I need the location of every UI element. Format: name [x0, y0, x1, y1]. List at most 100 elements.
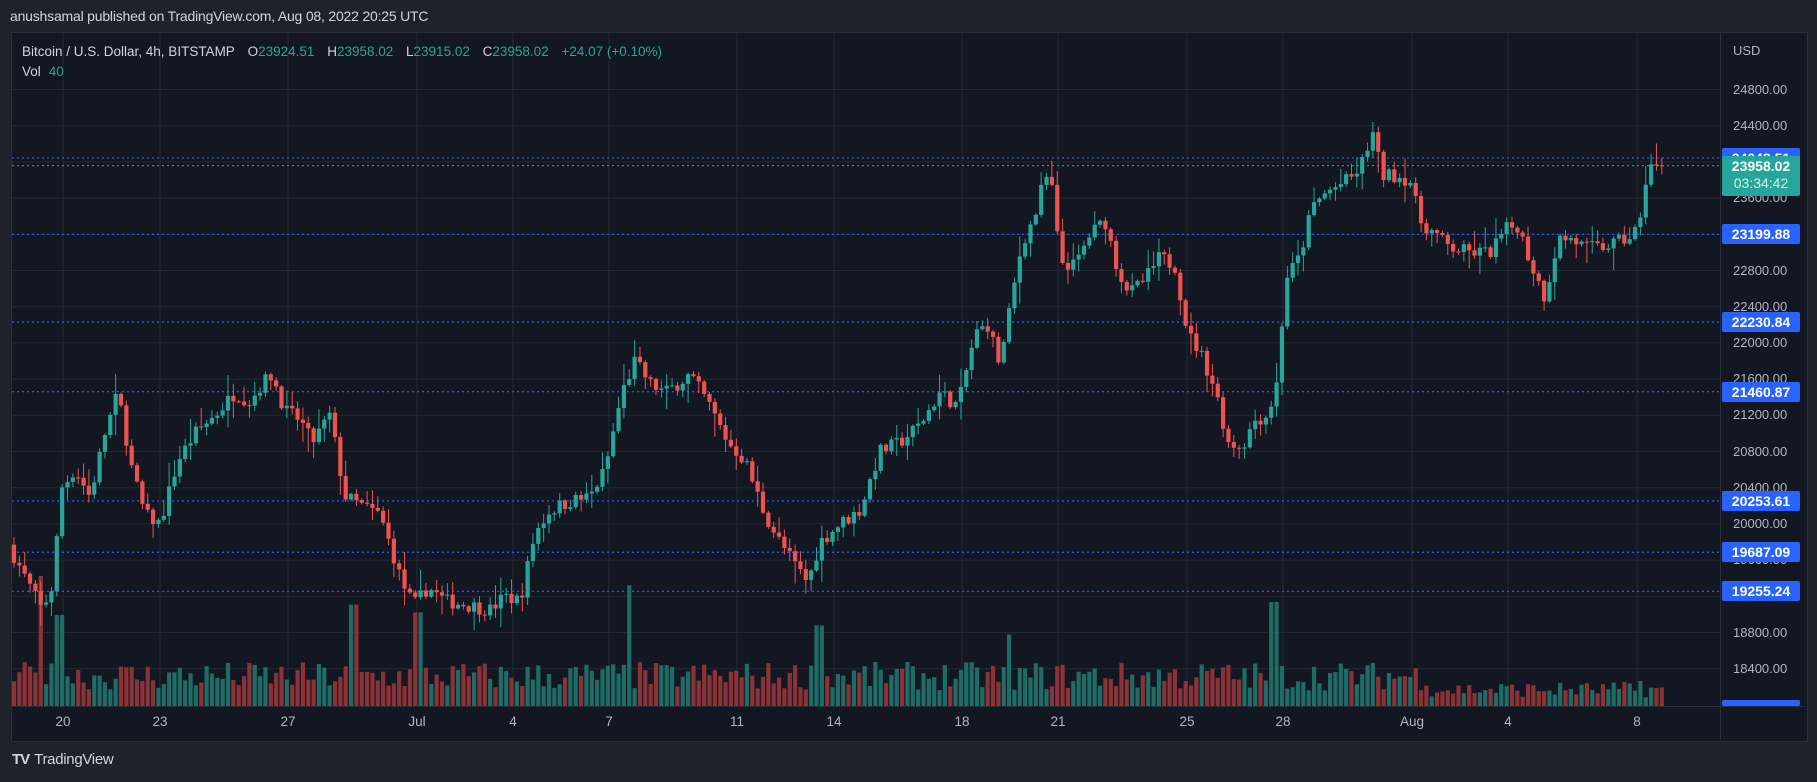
volume-bar [1108, 678, 1113, 706]
candle-body [905, 437, 910, 446]
volume-bar [397, 671, 402, 706]
volume-bar [300, 662, 305, 706]
volume-bar [391, 683, 396, 706]
candle-body [386, 522, 391, 539]
candle-body [413, 592, 418, 598]
candle-body [60, 487, 65, 537]
volume-bar [974, 667, 980, 706]
candle-body [798, 561, 803, 570]
level-price-tag[interactable]: 20253.61 [1722, 490, 1800, 511]
candle-body [1386, 169, 1392, 181]
volume-bar [44, 684, 49, 706]
candle-body [1194, 333, 1199, 351]
candle-body [332, 412, 338, 438]
high-value: 23958.02 [336, 44, 394, 59]
volume-bar [1429, 696, 1434, 706]
volume-bar [274, 672, 279, 706]
volume-bar [1547, 690, 1552, 706]
candle-body [172, 476, 177, 487]
volume-bar [1301, 682, 1306, 706]
volume-bar [1606, 689, 1611, 706]
volume-bar [327, 685, 332, 706]
volume-bar [1552, 694, 1557, 706]
level-price-tag[interactable]: 19255.24 [1722, 581, 1800, 602]
price-tick: 22800.00 [1733, 262, 1788, 278]
volume-bar [900, 668, 905, 706]
change-value: +24.07 (+0.10%) [561, 44, 663, 59]
candle-body [1253, 420, 1258, 430]
volume-bar [1247, 687, 1252, 706]
candle-body [1328, 189, 1333, 194]
candle-body [1124, 281, 1129, 291]
volume-bar [889, 675, 894, 706]
volume-bar [643, 670, 648, 706]
volume-bar [1194, 677, 1199, 706]
candle-body [643, 362, 648, 378]
candle-body [1525, 236, 1531, 261]
volume-bar [921, 673, 926, 706]
volume-bar [172, 672, 177, 706]
symbol-title[interactable]: Bitcoin / U.S. Dollar, 4h, BITSTAMP [22, 44, 235, 59]
volume-bar [573, 667, 578, 706]
volume-bar [798, 687, 803, 706]
volume-bar [343, 666, 348, 706]
candle-body [1103, 220, 1108, 230]
volume-bar [76, 669, 81, 706]
volume-bar [418, 612, 423, 706]
candle-body [900, 437, 905, 446]
volume-bar [1001, 667, 1006, 706]
volume-bar [1269, 602, 1274, 706]
volume-bar [1012, 689, 1017, 706]
level-price-tag[interactable]: 19687.09 [1722, 542, 1800, 563]
level-price-tag[interactable]: 23199.88 [1722, 224, 1800, 245]
volume-bar [1242, 668, 1247, 706]
volume-bar [1600, 684, 1606, 706]
candle-body [322, 419, 327, 429]
volume-bar [118, 666, 124, 706]
volume-bar [675, 686, 680, 706]
candle-body [86, 485, 91, 495]
candle-body [381, 510, 386, 523]
volume-label[interactable]: Vol [22, 64, 41, 79]
volume-bar [632, 688, 637, 706]
volume-bar [755, 688, 760, 706]
volume-bar [1290, 687, 1295, 706]
volume-bar [686, 671, 691, 706]
candle-body [600, 468, 605, 487]
volume-bar [81, 682, 86, 706]
candle-body [1242, 447, 1247, 449]
candle-body [605, 456, 610, 469]
volume-bar [873, 661, 878, 706]
candle-body [760, 491, 766, 513]
volume-bar [1654, 688, 1659, 706]
volume-bar [1007, 634, 1012, 706]
volume-bar [1590, 690, 1595, 706]
volume-bar [846, 684, 851, 706]
candle-body [1108, 229, 1113, 241]
candle-body [611, 431, 616, 457]
candle-body [274, 380, 279, 387]
level-price-tag[interactable]: 22230.84 [1722, 312, 1800, 332]
candle-body [1515, 227, 1520, 233]
candle-body [167, 486, 172, 516]
candle-body [974, 329, 980, 348]
volume-bar [402, 686, 407, 706]
publish-info: anushsamal published on TradingView.com,… [10, 8, 429, 24]
volume-bar [1467, 685, 1472, 706]
candle-body [1600, 243, 1606, 250]
volume-bar [1049, 686, 1054, 706]
candle-body [1360, 156, 1365, 174]
currency-label[interactable]: USD [1733, 43, 1761, 58]
candle-body [54, 536, 59, 592]
volume-bar [1488, 688, 1493, 706]
volume-bar [1263, 680, 1268, 706]
level-price-tag[interactable]: 21460.87 [1722, 381, 1800, 402]
candle-body [1081, 245, 1087, 255]
candle-body [461, 604, 466, 607]
candle-body [22, 565, 27, 574]
volume-bar [616, 673, 621, 706]
candle-body [632, 356, 637, 380]
candle-body [231, 395, 236, 402]
candle-body [1579, 241, 1584, 245]
